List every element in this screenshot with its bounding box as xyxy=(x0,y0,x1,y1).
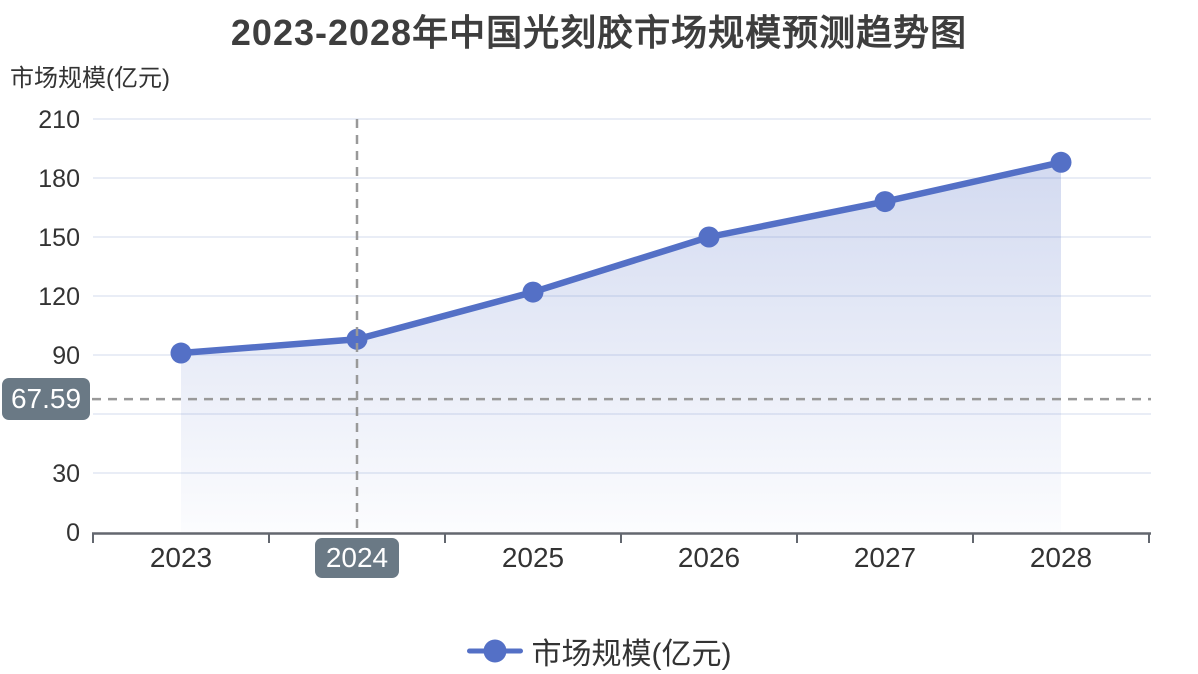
data-point-2025[interactable] xyxy=(522,281,544,303)
data-point-2028[interactable] xyxy=(1050,151,1072,173)
data-point-2027[interactable] xyxy=(874,191,896,213)
chart-title: 2023-2028年中国光刻胶市场规模预测趋势图 xyxy=(230,12,968,53)
y-axis-tick-label: 120 xyxy=(38,283,80,311)
series-area-fill xyxy=(181,162,1061,532)
axis-pointer-y-label: 67.59 xyxy=(2,378,90,420)
x-axis-tick-label: 2023 xyxy=(150,542,212,573)
y-axis-title: 市场规模(亿元) xyxy=(10,65,170,92)
x-axis-tick-label: 2028 xyxy=(1030,542,1092,573)
x-axis-tick-label: 2027 xyxy=(854,542,916,573)
y-axis-tick-label: 30 xyxy=(52,460,80,488)
y-axis-tick-label: 210 xyxy=(38,106,80,134)
y-axis-tick-label: 150 xyxy=(38,224,80,252)
legend-line-marker-icon xyxy=(466,639,523,663)
y-axis-tick-label: 0 xyxy=(66,519,80,547)
legend-item-label: 市场规模(亿元) xyxy=(531,638,732,671)
y-axis-tick-label: 180 xyxy=(38,165,80,193)
x-axis-tick-label: 2025 xyxy=(502,542,564,573)
axis-pointer-x-label: 2024 xyxy=(315,538,399,578)
y-axis-tick-label: 90 xyxy=(52,342,80,370)
data-point-2023[interactable] xyxy=(170,342,192,364)
data-point-2024[interactable] xyxy=(346,328,368,350)
data-point-2026[interactable] xyxy=(698,226,720,248)
x-axis-tick-label: 2026 xyxy=(678,542,740,573)
legend-item[interactable]: 市场规模(亿元) xyxy=(0,628,1198,674)
series-line xyxy=(177,159,1065,357)
